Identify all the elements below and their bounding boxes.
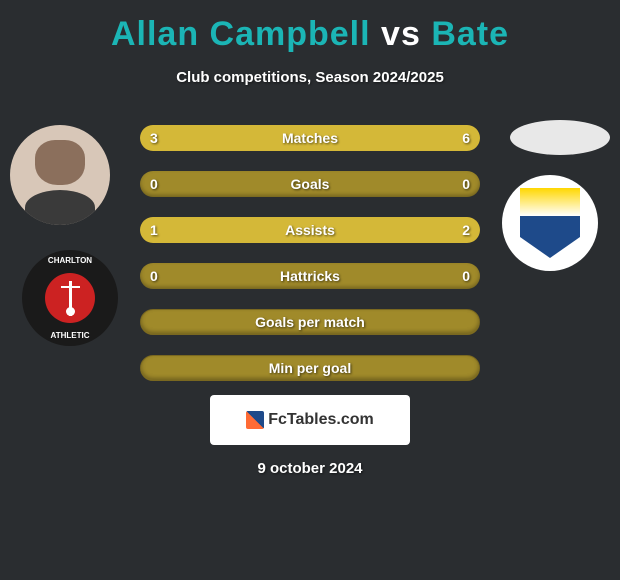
stat-bar: 36Matches (140, 125, 480, 151)
stat-bar: 00Hattricks (140, 263, 480, 289)
club1-name-top: CHARLTON (22, 256, 118, 265)
sword-icon (69, 281, 72, 316)
club1-inner-icon (45, 273, 95, 323)
stat-label: Hattricks (140, 263, 480, 289)
vs-separator: vs (381, 15, 421, 53)
player1-name: Allan Campbell (111, 15, 371, 53)
club1-name-bottom: ATHLETIC (22, 331, 118, 340)
stat-label: Goals (140, 171, 480, 197)
stat-label: Min per goal (141, 356, 479, 380)
stat-bar: 12Assists (140, 217, 480, 243)
player2-name: Bate (431, 15, 509, 53)
club2-shield-icon (520, 188, 580, 258)
subtitle: Club competitions, Season 2024/2025 (0, 69, 620, 86)
date-label: 9 october 2024 (0, 460, 620, 477)
stat-bar: Min per goal (140, 355, 480, 381)
stat-bar: 00Goals (140, 171, 480, 197)
stat-label: Assists (140, 217, 480, 243)
stat-bar: Goals per match (140, 309, 480, 335)
stat-label: Goals per match (141, 310, 479, 334)
crown-icon (535, 176, 565, 188)
player1-avatar (10, 125, 110, 225)
comparison-card: Allan Campbell vs Bate Club competitions… (0, 0, 620, 580)
player2-avatar (510, 120, 610, 155)
player2-club-badge (502, 175, 598, 271)
title: Allan Campbell vs Bate (0, 15, 620, 54)
stat-label: Matches (140, 125, 480, 151)
brand-label: FcTables.com (268, 411, 374, 429)
player1-club-badge: CHARLTON ATHLETIC (22, 250, 118, 346)
brand-badge: FcTables.com (210, 395, 410, 445)
stats-column: 36Matches 00Goals 12Assists 00Hattricks Goal… (140, 125, 480, 401)
brand-icon (246, 411, 264, 429)
